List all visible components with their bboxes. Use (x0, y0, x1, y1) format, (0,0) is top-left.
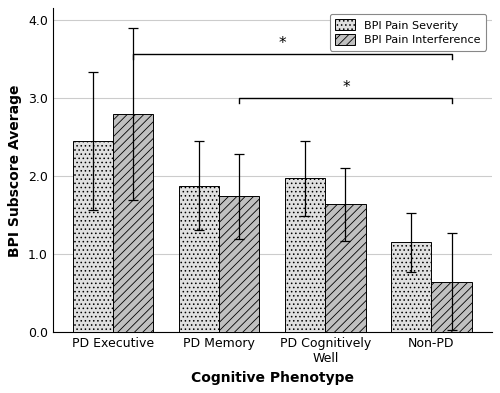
Bar (219, 196, 260, 332)
X-axis label: Cognitive Phenotype: Cognitive Phenotype (190, 371, 354, 385)
Text: *: * (342, 80, 350, 95)
Bar (285, 178, 326, 332)
Bar (179, 185, 219, 332)
Legend: BPI Pain Severity, BPI Pain Interference: BPI Pain Severity, BPI Pain Interference (330, 14, 486, 51)
Bar (113, 114, 154, 332)
Bar (326, 204, 366, 332)
Text: *: * (279, 36, 286, 51)
Y-axis label: BPI Subscore Average: BPI Subscore Average (8, 84, 22, 257)
Bar (391, 242, 432, 332)
Bar (72, 141, 113, 332)
Bar (432, 281, 472, 332)
